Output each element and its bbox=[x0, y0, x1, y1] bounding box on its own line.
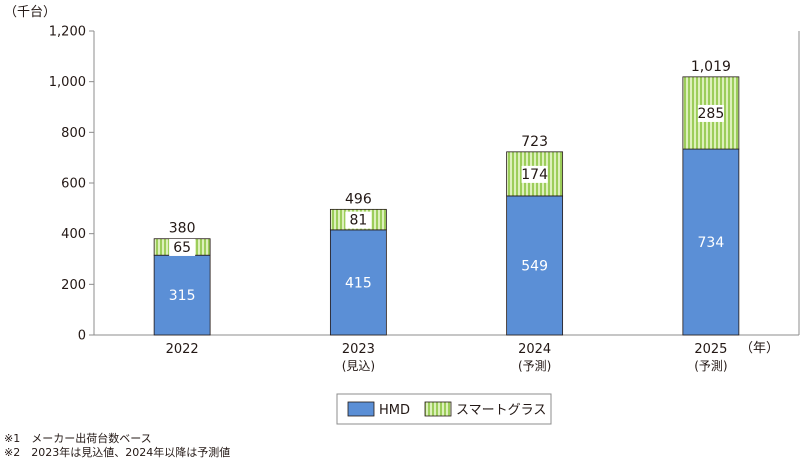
y-tick-label: 400 bbox=[61, 227, 86, 242]
total-label: 496 bbox=[345, 191, 372, 207]
legend-label-hmd: HMD bbox=[379, 403, 410, 418]
data-label-smartglass: 285 bbox=[698, 106, 725, 122]
data-label-bg bbox=[697, 104, 724, 122]
bars: 315 65 380 415 81 496 549 174 723 734 285 1,019 bbox=[153, 59, 740, 336]
total-label: 380 bbox=[169, 221, 196, 237]
y-tick-label: 800 bbox=[61, 126, 86, 141]
bar-segment-hmd bbox=[682, 148, 740, 336]
footnote-1: ※1 メーカー出荷台数ベース bbox=[4, 432, 152, 445]
data-label-bg bbox=[169, 238, 196, 256]
y-unit-label: （千台） bbox=[4, 5, 56, 20]
data-label-hmd: 315 bbox=[169, 288, 196, 304]
x-tick-label: 2023 bbox=[342, 342, 375, 357]
y-tick-label: 0 bbox=[78, 329, 86, 344]
y-ticks: 0 200 400 600 800 1,000 1,200 bbox=[49, 25, 94, 344]
data-label-smartglass: 174 bbox=[521, 167, 548, 183]
bar-segment-smartglass bbox=[682, 76, 740, 150]
x-tick-label: 2024 bbox=[518, 342, 551, 357]
x-tick-sublabel: (予測) bbox=[518, 359, 551, 373]
y-tick-label: 1,200 bbox=[49, 25, 86, 40]
data-label-smartglass: 81 bbox=[349, 213, 367, 229]
legend-swatch-hmd bbox=[347, 401, 375, 417]
x-labels: 2022 2023 (見込) 2024 (予測) 2025 (予測) bbox=[166, 342, 728, 373]
stacked-bar-chart: （千台） 0 200 400 600 800 1,000 1,200 315 65 380 415… bbox=[4, 5, 800, 425]
data-label-hmd: 549 bbox=[521, 258, 548, 274]
y-tick-label: 200 bbox=[61, 278, 86, 293]
x-tick-label: 2022 bbox=[166, 342, 199, 357]
x-tick-sublabel: (見込) bbox=[342, 359, 375, 373]
x-tick-sublabel: (予測) bbox=[694, 359, 727, 373]
bar-segment-hmd bbox=[506, 195, 564, 336]
x-tick-label: 2025 bbox=[694, 342, 727, 357]
data-label-smartglass: 65 bbox=[173, 240, 191, 256]
legend-swatch-smartglass bbox=[424, 401, 452, 417]
footnote-2: ※2 2023年は見込値、2024年以降は予測値 bbox=[4, 446, 231, 459]
data-label-hmd: 415 bbox=[345, 275, 372, 291]
legend: HMD スマートグラス bbox=[336, 393, 552, 425]
data-label-bg bbox=[345, 211, 372, 229]
total-label: 1,019 bbox=[691, 59, 731, 75]
x-unit-label: （年） bbox=[740, 341, 779, 356]
y-tick-label: 600 bbox=[61, 177, 86, 192]
y-tick-label: 1,000 bbox=[49, 75, 86, 90]
total-label: 723 bbox=[521, 134, 548, 150]
data-label-hmd: 734 bbox=[698, 235, 725, 251]
data-label-bg bbox=[521, 165, 548, 183]
legend-label-smartglass: スマートグラス bbox=[456, 403, 546, 418]
